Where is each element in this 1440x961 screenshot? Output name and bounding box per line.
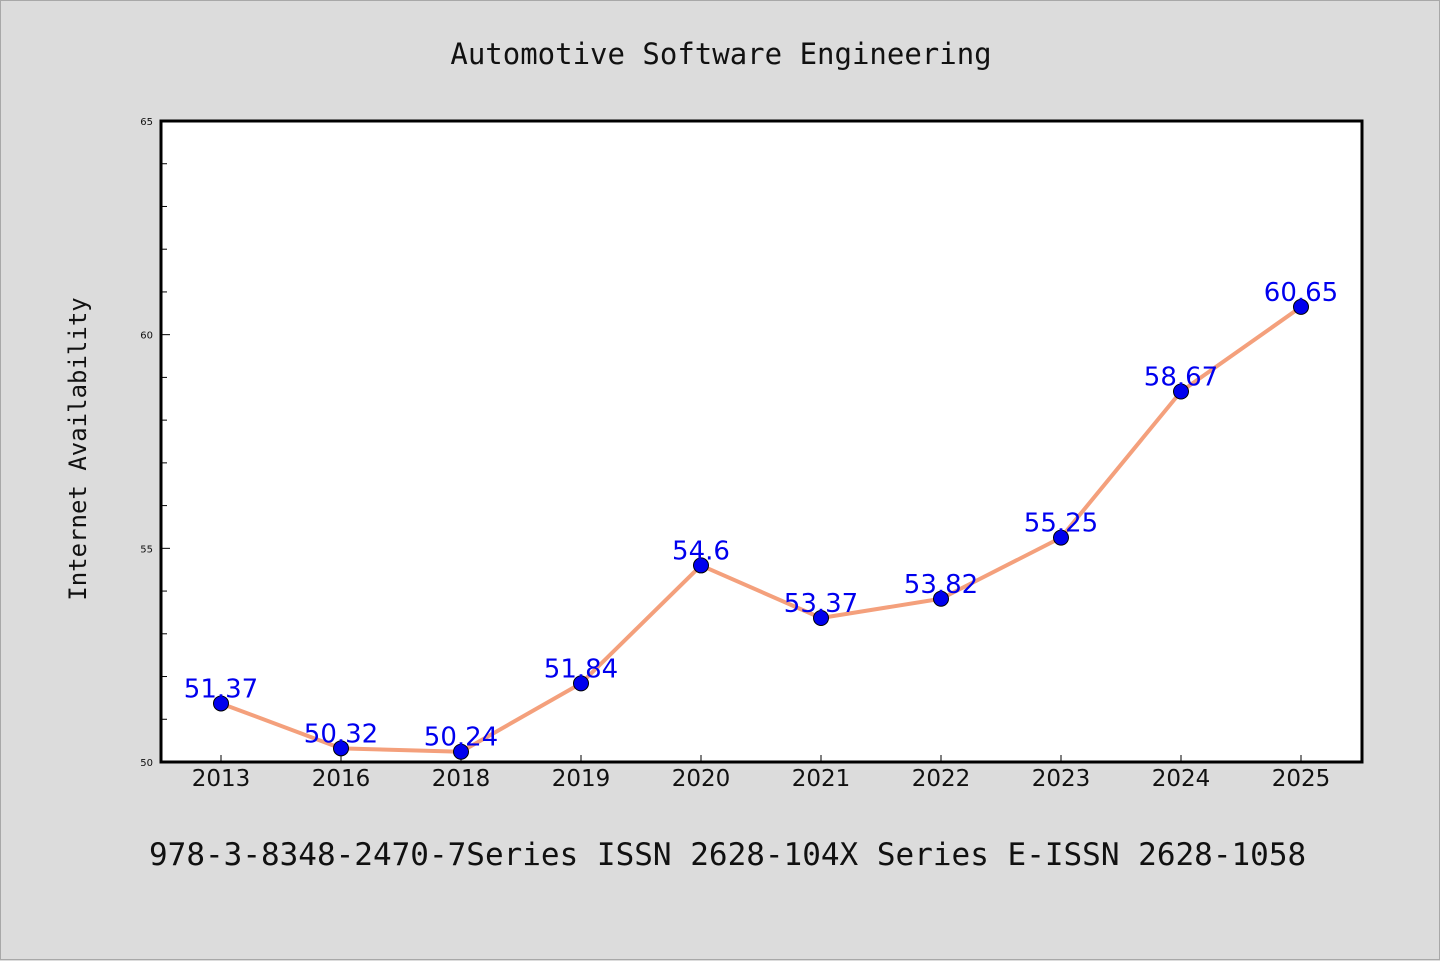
data-point-label: 50.24 [424, 723, 498, 753]
data-point-label: 51.84 [544, 654, 618, 684]
footer-isbn-text: 978-3-8348-2470-7Series ISSN 2628-104X S… [149, 837, 1306, 873]
data-point-label: 55.25 [1024, 509, 1098, 539]
x-tick-label: 2013 [192, 766, 251, 792]
series-line [219, 304, 1303, 754]
data-point-label: 53.82 [904, 570, 978, 600]
data-point-marker [333, 740, 349, 757]
data-point-marker [573, 675, 589, 692]
x-tick-label: 2016 [312, 766, 371, 792]
data-point-label: 54.6 [672, 536, 730, 566]
data-point-marker [1293, 298, 1309, 315]
chart-title: Automotive Software Engineering [450, 37, 991, 71]
data-point-label: 50.32 [304, 719, 378, 749]
x-tick-label: 2021 [792, 766, 851, 792]
data-series: 51.37 50.32 50.24 51.84 54.6 53.37 53.82 55.25 5… [184, 278, 1338, 760]
data-point-marker [1053, 529, 1069, 546]
data-point-marker [1173, 383, 1189, 400]
y-tick-label: 65 [140, 117, 153, 128]
x-tick-label: 2019 [552, 766, 611, 792]
y-tick-label: 60 [140, 331, 153, 342]
x-tick-label: 2025 [1272, 766, 1331, 792]
y-tick-label: 55 [140, 544, 153, 555]
x-tick-label: 2024 [1152, 766, 1211, 792]
x-tick-label: 2023 [1032, 766, 1091, 792]
data-point-marker [213, 695, 229, 712]
plot-area [159, 119, 1364, 764]
data-point-label: 51.37 [184, 674, 258, 704]
y-axis-ticks: 50 55 60 65 [140, 117, 170, 769]
data-point-label: 53.37 [784, 589, 858, 619]
data-point-label: 60.65 [1264, 278, 1338, 308]
data-point-label: 58.67 [1144, 363, 1218, 393]
x-axis-ticks: 2013 2016 2018 2019 2020 2021 2022 2023 2024 2025 [192, 755, 1331, 792]
data-point-marker [453, 743, 469, 760]
y-axis-label: Internet Availability [64, 297, 92, 600]
data-point-marker [933, 590, 949, 607]
y-tick-label: 50 [140, 758, 153, 769]
x-tick-label: 2018 [432, 766, 491, 792]
x-tick-label: 2020 [672, 766, 731, 792]
x-tick-label: 2022 [912, 766, 971, 792]
data-point-marker [693, 557, 709, 574]
data-point-marker [813, 609, 829, 626]
